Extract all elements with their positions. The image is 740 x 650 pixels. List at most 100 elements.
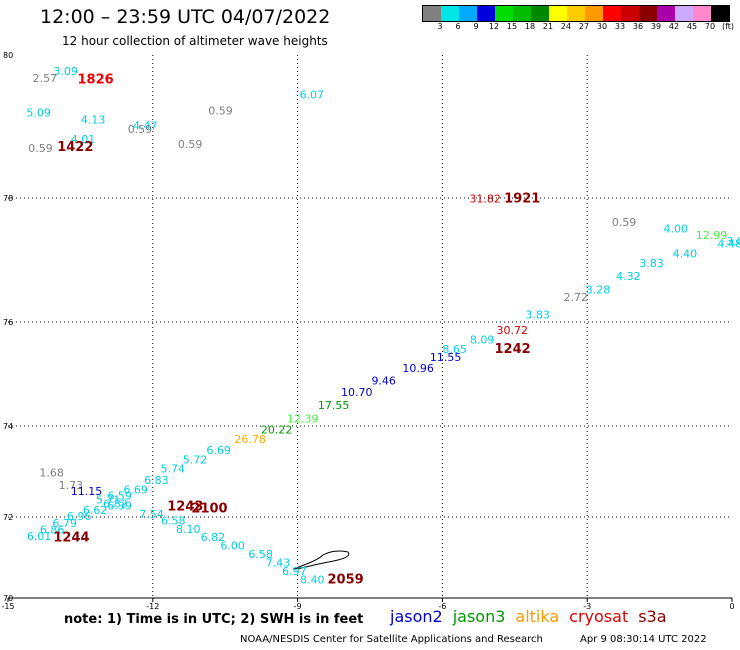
legend-entry-altika: altika bbox=[515, 607, 560, 626]
swh-value: 6.82 bbox=[201, 531, 226, 544]
colorbar-swatch bbox=[495, 6, 514, 21]
legend-entry-s3a: s3a bbox=[638, 607, 667, 626]
swh-value: 4.40 bbox=[673, 248, 698, 261]
swh-value: 10.70 bbox=[341, 386, 373, 399]
pass-time-label: 1921 bbox=[504, 191, 540, 206]
swh-value: 7.43 bbox=[266, 556, 291, 569]
swh-value: 8.40 bbox=[300, 573, 325, 586]
pass-time-label: 2059 bbox=[328, 572, 364, 587]
colorbar-swatch bbox=[603, 6, 622, 21]
swh-value: 0.59 bbox=[178, 138, 203, 151]
swh-value: 6.59 bbox=[107, 490, 132, 503]
swh-value: 8.65 bbox=[442, 343, 467, 356]
swh-value: 2.72 bbox=[564, 291, 589, 304]
colorbar-tick-label: 12 bbox=[488, 22, 500, 31]
generated-timestamp: Apr 9 08:30:14 UTC 2022 bbox=[580, 634, 707, 645]
swh-value: 5.74 bbox=[161, 462, 186, 475]
pass-time-label: 1244 bbox=[53, 531, 89, 546]
colorbar-tick-label: 70 bbox=[704, 22, 716, 31]
y-tick-label: 80 bbox=[3, 51, 13, 60]
swh-value: 11.15 bbox=[71, 485, 103, 498]
colorbar-swatch bbox=[711, 6, 730, 21]
x-tick-label: 0 bbox=[729, 602, 734, 611]
y-tick-label: 78 bbox=[3, 194, 13, 203]
colorbar-swatch bbox=[423, 6, 442, 21]
chart-subtitle: 12 hour collection of altimeter wave hei… bbox=[62, 34, 328, 48]
colorbar-swatch bbox=[513, 6, 532, 21]
pass-time-label: 1243 bbox=[167, 500, 203, 515]
swh-value: 6.69 bbox=[206, 444, 231, 457]
colorbar-tick-label: 6 bbox=[455, 22, 461, 31]
swh-value: 3.83 bbox=[525, 308, 550, 321]
pass-time-label: 2100 bbox=[191, 501, 227, 516]
colorbar-swatch bbox=[477, 6, 496, 21]
swh-value: 0.59 bbox=[208, 104, 233, 117]
swh-value: 26.78 bbox=[234, 433, 266, 446]
legend-entry-jason2: jason2 bbox=[390, 607, 443, 626]
colorbar-tick-label: 36 bbox=[632, 22, 644, 31]
swh-value: 8.10 bbox=[176, 523, 201, 536]
island-outline bbox=[292, 550, 350, 570]
colorbar-tick-label: (ft) bbox=[721, 22, 735, 31]
colorbar-swatch bbox=[531, 6, 550, 21]
swh-value: 12.99 bbox=[696, 229, 728, 242]
colorbar-tick-label: 21 bbox=[542, 22, 554, 31]
colorbar-swatch bbox=[639, 6, 658, 21]
swh-value: 1.68 bbox=[39, 467, 64, 480]
colorbar-swatch bbox=[621, 6, 640, 21]
colorbar-tick-label: 18 bbox=[524, 22, 536, 31]
swh-value: 10.96 bbox=[402, 362, 434, 375]
colorbar-tick-label: 15 bbox=[506, 22, 518, 31]
swh-value: 6.83 bbox=[144, 474, 169, 487]
pass-time-label: 1242 bbox=[495, 342, 531, 357]
swh-value: 4.48 bbox=[718, 238, 740, 251]
swh-value: 6.97 bbox=[282, 565, 307, 578]
satellite-legend: jason2 jason3 altika cryosat s3a bbox=[390, 607, 677, 626]
swh-value: 6.01 bbox=[27, 530, 51, 543]
colorbar-tick-label: 30 bbox=[596, 22, 608, 31]
swh-value: 3.00 bbox=[726, 235, 740, 248]
colorbar bbox=[422, 5, 730, 22]
swh-value: 4.47 bbox=[133, 119, 158, 132]
swh-value: 4.00 bbox=[663, 223, 688, 236]
swh-value: 6.96 bbox=[67, 510, 92, 523]
swh-value: 1.73 bbox=[59, 479, 84, 492]
colorbar-swatch bbox=[567, 6, 586, 21]
colorbar-tick-label: 33 bbox=[614, 22, 626, 31]
y-tick-label: 76 bbox=[3, 318, 13, 327]
swh-value: 4.13 bbox=[81, 114, 106, 127]
swh-value: 0.59 bbox=[612, 216, 637, 229]
x-tick-label: -3 bbox=[583, 602, 591, 611]
colorbar-swatch bbox=[585, 6, 604, 21]
swh-value: 6.07 bbox=[300, 89, 325, 102]
swh-value: 6.82 bbox=[103, 497, 128, 510]
footer-note: note: 1) Time is in UTC; 2) SWH is in fe… bbox=[64, 612, 364, 627]
x-tick-label: -9 bbox=[294, 602, 302, 611]
swh-value: 8.09 bbox=[470, 333, 495, 346]
chart-title: 12:00 – 23:59 UTC 04/07/2022 bbox=[40, 6, 331, 28]
x-tick-label: -12 bbox=[146, 602, 159, 611]
x-tick-label: -15 bbox=[1, 602, 14, 611]
colorbar-swatch bbox=[549, 6, 568, 21]
swh-value: 6.58 bbox=[161, 514, 186, 527]
colorbar-tick-label: 3 bbox=[437, 22, 443, 31]
swh-value: 3.28 bbox=[586, 283, 611, 296]
colorbar-tick-label: 24 bbox=[560, 22, 572, 31]
colorbar-tick-label: 45 bbox=[686, 22, 698, 31]
swh-value: 0.59 bbox=[128, 123, 152, 136]
colorbar-swatch bbox=[693, 6, 712, 21]
colorbar-swatch bbox=[459, 6, 478, 21]
swh-value: 3.83 bbox=[639, 257, 664, 270]
swh-value: 6.86 bbox=[40, 524, 65, 537]
legend-entry-cryosat: cryosat bbox=[569, 607, 629, 626]
pass-time-label: 1826 bbox=[78, 73, 114, 88]
colorbar-labels: 3 6 9 12 15 18 21 24 27 30 33 36 39 42 45 70 (ft) bbox=[422, 22, 740, 34]
x-tick-label: -6 bbox=[438, 602, 446, 611]
swh-value: 7.54 bbox=[139, 508, 164, 521]
legend-entry-jason3: jason3 bbox=[452, 607, 506, 626]
swh-value: 9.46 bbox=[371, 374, 396, 387]
swh-value: 31.82 bbox=[469, 192, 501, 205]
swh-value: 6.62 bbox=[83, 504, 108, 517]
swh-value: 6.58 bbox=[248, 548, 272, 561]
